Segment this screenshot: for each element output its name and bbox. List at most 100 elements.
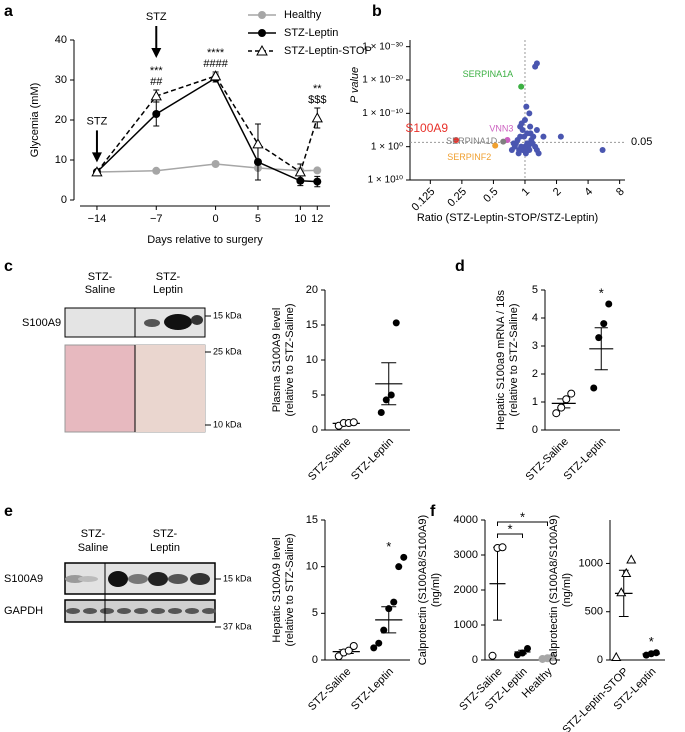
blot-signal — [83, 608, 97, 614]
data-point — [380, 626, 388, 634]
y-tick-label: 0 — [312, 424, 318, 436]
data-point — [521, 147, 528, 153]
blot-signal — [117, 608, 131, 614]
data-point — [385, 605, 393, 613]
data-point — [382, 396, 390, 404]
significance-label: * — [507, 521, 512, 536]
legend-marker — [258, 29, 266, 37]
x-tick-label: 0.25 — [445, 186, 469, 210]
y-tick-label: 1000 — [454, 619, 478, 631]
data-point — [488, 651, 497, 660]
blot-signal — [148, 572, 168, 586]
data-point — [532, 63, 539, 70]
data-point — [91, 166, 103, 177]
data-point — [518, 83, 525, 90]
data-point — [395, 563, 403, 571]
y-tick-label: 0 — [61, 194, 67, 206]
point-label: SERPINA1D — [446, 136, 498, 146]
y-axis-label: (ng/ml) — [430, 573, 442, 607]
y-axis-label: Plasma S100A9 level — [271, 308, 283, 413]
series-line — [96, 163, 318, 173]
y-tick-label: 0 — [597, 654, 603, 666]
lane-group-label: STZ- — [81, 528, 106, 540]
data-point — [533, 127, 540, 133]
data-point — [370, 644, 378, 652]
significance-label: $$$ — [308, 94, 326, 106]
data-point — [311, 112, 323, 123]
y-axis-label: Calprotectin (S100A8/S100A9) — [417, 515, 429, 665]
x-tick-label: 12 — [311, 213, 323, 225]
row-label: S100A9 — [22, 317, 61, 329]
data-point — [390, 598, 398, 606]
data-point — [400, 553, 408, 561]
data-point — [599, 147, 606, 153]
y-tick-label: 5 — [532, 284, 538, 296]
point-label: SERPINA1A — [463, 69, 514, 79]
lane-group-label: Leptin — [153, 284, 183, 296]
y-tick-label: 4 — [532, 312, 538, 324]
data-point — [515, 150, 522, 157]
x-tick-label: 4 — [582, 186, 595, 199]
x-tick-label: 1 — [519, 186, 532, 199]
data-point — [595, 334, 603, 342]
significance-label: ** — [313, 83, 322, 95]
y-tick-label: 1000 — [579, 557, 603, 569]
y-tick-label: 5 — [312, 389, 318, 401]
size-marker: 15 kDa — [223, 573, 252, 583]
y-tick-label: 500 — [585, 606, 603, 618]
lane-group-label: Saline — [78, 542, 109, 554]
arrow-label: STZ — [87, 115, 108, 127]
x-tick-label: STZ-Saline — [306, 666, 353, 713]
data-point — [453, 137, 460, 143]
legend-marker — [256, 44, 268, 56]
significance-label: ## — [150, 76, 163, 88]
y-tick-label: 10 — [306, 561, 318, 573]
y-tick-label: 20 — [306, 284, 318, 296]
legend-label: STZ-Leptin — [284, 27, 338, 39]
data-point — [519, 649, 526, 657]
y-tick-label: 1 × 10⁻³⁰ — [362, 41, 403, 52]
blot-signal — [185, 608, 199, 614]
data-point — [611, 651, 622, 661]
lane-group-label: Leptin — [150, 542, 180, 554]
data-point — [294, 166, 306, 177]
blot-signal — [191, 315, 203, 325]
significance-bracket — [497, 533, 523, 538]
data-point — [296, 176, 305, 185]
data-point — [392, 319, 400, 327]
data-point — [387, 391, 395, 399]
y-axis-label: (ng/ml) — [561, 573, 573, 607]
row-label: GAPDH — [4, 605, 43, 617]
y-tick-label: 5 — [312, 607, 318, 619]
data-point — [252, 138, 264, 149]
data-point — [567, 389, 576, 398]
y-axis-label: Calprotectin (S100A8/S100A9) — [548, 515, 560, 665]
significance-label: * — [649, 634, 654, 649]
y-tick-label: 2000 — [454, 584, 478, 596]
data-point — [540, 133, 547, 140]
point-label: S100A9 — [405, 121, 448, 135]
lane-group-label: STZ- — [88, 271, 113, 283]
data-point — [524, 140, 531, 147]
legend-marker — [258, 11, 266, 19]
blot-signal — [66, 608, 80, 614]
y-tick-label: 15 — [306, 514, 318, 526]
data-point — [562, 395, 571, 404]
data-point — [375, 639, 383, 647]
y-tick-label: 0 — [532, 424, 538, 436]
y-tick-label: 1 × 10⁻²⁰ — [362, 75, 403, 86]
x-tick-label: 8 — [614, 186, 627, 199]
blot-signal — [164, 314, 192, 330]
data-point — [517, 123, 524, 130]
x-tick-label: STZ-Saline — [306, 436, 353, 483]
data-point — [526, 110, 533, 117]
data-point — [652, 649, 660, 657]
data-point — [529, 140, 536, 147]
y-tick-label: 15 — [306, 319, 318, 331]
data-point — [521, 133, 528, 140]
data-point — [621, 567, 632, 577]
y-axis-label: (relative to STZ-Saline) — [284, 303, 296, 416]
blot-signal — [108, 571, 128, 587]
y-axis-label: P value — [349, 67, 361, 103]
